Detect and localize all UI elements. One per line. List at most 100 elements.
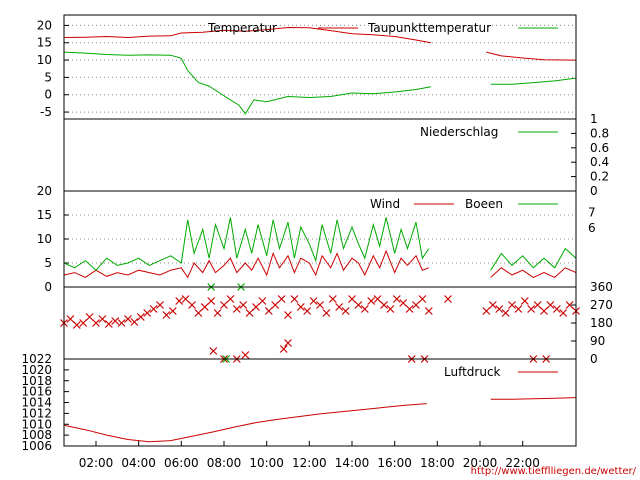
panel-wind_direction: 0 90 180 270 360 (60, 280, 613, 366)
y-tick-label: 10 (37, 232, 52, 246)
wind-direction-point (386, 305, 395, 313)
wind-direction-point (533, 301, 542, 309)
legend-label-niederschlag: Niederschlag (420, 125, 498, 139)
wind-direction-point (271, 301, 280, 309)
panel-wind: 0 5 10 15 20 76 Wind Boeen (37, 184, 596, 294)
panel-frame (63, 286, 577, 360)
wind-direction-point (520, 297, 529, 305)
y-tick-label: 1018 (21, 374, 52, 388)
wind-direction-point (290, 295, 299, 303)
wind-direction-point (360, 305, 369, 313)
y-tick-label: 20 (37, 184, 52, 198)
y-tick-label: 0.2 (590, 170, 609, 184)
y-tick-label: 20 (37, 18, 52, 32)
wind-direction-point (444, 295, 452, 303)
panel-temperature: -5 0 5 10 15 20 Temperatur Taupunkttemperatur (37, 14, 577, 120)
x-tick-label: 14:00 (335, 456, 370, 470)
wind-direction-point (488, 301, 497, 309)
wind-direction-point (322, 309, 331, 317)
wind-direction-point (546, 301, 555, 309)
wind-direction-point (284, 339, 292, 347)
x-tick-label: 22:00 (505, 456, 540, 470)
y-tick-label: 0 (44, 280, 52, 294)
wind-direction-point (399, 299, 408, 307)
series-line-wind (63, 249, 577, 279)
wind-direction-point (424, 307, 433, 315)
x-tick-label: 06:00 (164, 456, 199, 470)
wind-direction-point (220, 301, 228, 309)
right-axis-label: 7 (588, 206, 596, 220)
legend-label-luftdruck: Luftdruck (444, 365, 501, 379)
x-tick-label: 04:00 (121, 456, 156, 470)
y-tick-label: 0.8 (590, 126, 609, 140)
wind-direction-point (559, 309, 568, 317)
wind-direction-point (348, 295, 356, 303)
series-line-temperatur (63, 26, 577, 61)
y-tick-label: 1 (590, 112, 598, 126)
wind-direction-point (284, 311, 292, 319)
wind-direction-point (175, 297, 184, 305)
legend-label-wind: Wind (370, 197, 400, 211)
wind-direction-point (380, 301, 388, 309)
wind-direction-point (209, 347, 218, 355)
x-tick-label: 02:00 (79, 456, 114, 470)
y-tick-label: 0.4 (590, 155, 609, 169)
wind-direction-point (303, 307, 312, 315)
y-tick-label: 360 (590, 280, 613, 294)
y-tick-label: 1022 (21, 352, 52, 366)
x-axis: 02:00 04:00 06:00 08:00 10:00 12:00 14:00 16:00… (79, 441, 540, 470)
wind-direction-point (367, 297, 376, 305)
wind-direction-point (213, 309, 222, 317)
panel-frame (63, 358, 577, 447)
wind-direction-point (207, 297, 216, 305)
wind-direction-point (501, 309, 510, 317)
y-tick-label: 0 (44, 88, 52, 102)
wind-direction-point (232, 305, 241, 313)
wind-direction-point (412, 301, 420, 309)
wind-direction-point (405, 305, 414, 313)
y-tick-label: 90 (590, 334, 605, 348)
wind-direction-point (188, 301, 196, 309)
wind-direction-point (418, 295, 427, 303)
wind-direction-point (104, 320, 113, 328)
y-tick-label: 15 (37, 36, 52, 50)
wind-direction-point (258, 297, 267, 305)
x-tick-label: 10:00 (249, 456, 284, 470)
wind-direction-point (111, 317, 120, 325)
x-tick-label: 20:00 (463, 456, 498, 470)
wind-direction-point (514, 305, 523, 313)
credit-link[interactable]: http://www.tiefflliegen.de/wetter/ (471, 466, 637, 477)
wind-direction-point (149, 305, 158, 313)
wind-direction-point (156, 301, 164, 309)
wind-direction-point (279, 345, 288, 353)
panel-frame (63, 118, 577, 192)
wind-direction-point (239, 301, 248, 309)
y-tick-label: 270 (590, 298, 613, 312)
y-tick-label: 1016 (21, 385, 52, 399)
wind-direction-point (181, 295, 190, 303)
x-tick-label: 16:00 (377, 456, 412, 470)
wind-direction-point (200, 303, 209, 311)
wind-direction-point (136, 313, 145, 321)
x-tick-label: 12:00 (292, 456, 327, 470)
wind-direction-point (252, 303, 260, 311)
y-tick-label: 1006 (21, 439, 52, 453)
y-tick-label: 1010 (21, 417, 52, 431)
y-tick-label: 0.6 (590, 141, 609, 155)
right-axis-label: 6 (588, 221, 596, 235)
y-tick-label: 5 (44, 70, 52, 84)
wind-direction-point (565, 301, 574, 309)
y-tick-label: 1014 (21, 396, 52, 410)
wind-direction-point (552, 305, 561, 313)
series-line-boeen (63, 217, 577, 271)
wind-direction-point (66, 315, 75, 323)
wind-direction-point (92, 319, 100, 327)
x-tick-label: 08:00 (207, 456, 242, 470)
wind-direction-point (130, 318, 139, 326)
wind-direction-point (117, 319, 126, 327)
legend-label-temperatur: Temperatur (207, 21, 277, 35)
y-tick-label: 0 (590, 352, 598, 366)
wind-direction-point (85, 313, 94, 321)
wind-direction-point (527, 305, 536, 313)
